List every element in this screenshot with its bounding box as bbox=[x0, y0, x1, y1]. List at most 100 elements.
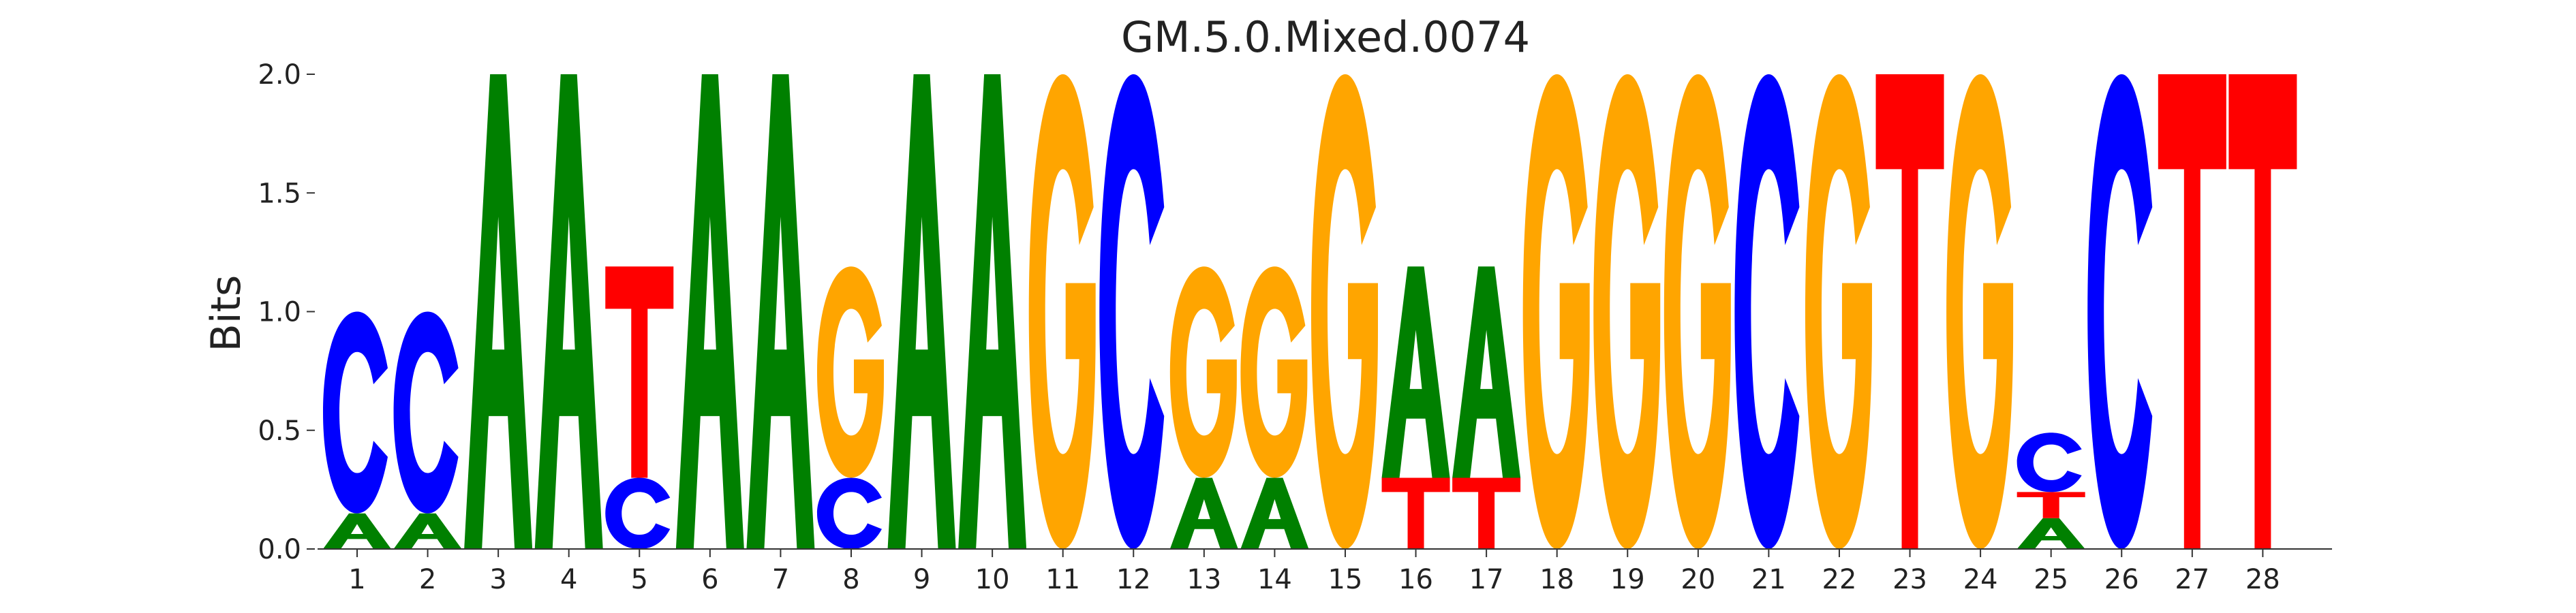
y-axis-label: Bits bbox=[202, 275, 250, 352]
logo-column bbox=[1946, 74, 2014, 549]
letter-t bbox=[1381, 477, 1450, 549]
letter-a bbox=[464, 74, 533, 549]
letter-g bbox=[1028, 74, 1096, 549]
letter-t bbox=[1452, 477, 1521, 549]
x-tick-label: 18 bbox=[1539, 564, 1574, 595]
letter-c bbox=[1734, 74, 1800, 549]
letter-a bbox=[1381, 266, 1450, 478]
logo-column bbox=[1734, 74, 1800, 549]
y-tick-label: 2.0 bbox=[258, 59, 301, 91]
x-tick-label: 19 bbox=[1610, 564, 1645, 595]
logo-column bbox=[2017, 433, 2085, 549]
letter-t bbox=[605, 266, 674, 478]
logo-column bbox=[958, 74, 1027, 549]
letter-glyph-g bbox=[1946, 74, 2014, 549]
letter-glyph-a bbox=[2017, 518, 2085, 549]
logo-column bbox=[1593, 74, 1661, 549]
x-tick-label: 1 bbox=[348, 564, 365, 595]
x-tick-label: 4 bbox=[560, 564, 577, 595]
letter-a bbox=[746, 74, 815, 549]
letter-a bbox=[958, 74, 1027, 549]
x-tick-label: 24 bbox=[1963, 564, 1998, 595]
letter-glyph-g bbox=[1028, 74, 1096, 549]
letter-g bbox=[816, 266, 884, 478]
letter-glyph-a bbox=[958, 74, 1027, 549]
letter-a bbox=[887, 74, 956, 549]
letter-c bbox=[393, 311, 459, 514]
y-tick-label: 1.0 bbox=[258, 297, 301, 328]
logo-column bbox=[2228, 74, 2297, 549]
letter-a bbox=[393, 513, 462, 549]
letter-glyph-g bbox=[1593, 74, 1661, 549]
letter-glyph-t bbox=[605, 266, 674, 478]
logo-column bbox=[1310, 74, 1378, 549]
x-tick-label: 14 bbox=[1257, 564, 1292, 595]
x-tick-label: 11 bbox=[1045, 564, 1080, 595]
letter-a bbox=[1240, 477, 1309, 549]
letter-glyph-c bbox=[323, 311, 388, 514]
logo-column bbox=[2158, 74, 2226, 549]
x-tick-label: 27 bbox=[2175, 564, 2209, 595]
letter-glyph-t bbox=[1381, 477, 1450, 549]
x-tick-label: 16 bbox=[1398, 564, 1433, 595]
logo-column bbox=[464, 74, 533, 549]
letter-t bbox=[1875, 74, 1944, 549]
letter-glyph-c bbox=[2087, 74, 2153, 549]
x-tick-label: 28 bbox=[2245, 564, 2280, 595]
x-tick-label: 8 bbox=[842, 564, 859, 595]
letter-t bbox=[2158, 74, 2226, 549]
letter-glyph-c bbox=[1734, 74, 1800, 549]
letter-glyph-a bbox=[675, 74, 744, 549]
letter-glyph-t bbox=[2158, 74, 2226, 549]
letter-glyph-t bbox=[1452, 477, 1521, 549]
letter-glyph-g bbox=[816, 266, 884, 478]
logo-column bbox=[1028, 74, 1096, 549]
letter-g bbox=[1946, 74, 2014, 549]
letter-a bbox=[2017, 518, 2085, 549]
logo-column bbox=[2087, 74, 2153, 549]
letter-g bbox=[1240, 266, 1308, 478]
letter-glyph-c bbox=[1099, 74, 1165, 549]
letter-glyph-a bbox=[393, 513, 462, 549]
letter-glyph-t bbox=[1875, 74, 1944, 549]
y-axis: 0.0 0.5 1.0 1.5 2.0 bbox=[258, 59, 315, 565]
letter-a bbox=[675, 74, 744, 549]
letter-glyph-c bbox=[605, 477, 671, 549]
letter-a bbox=[534, 74, 603, 549]
letter-glyph-a bbox=[1240, 477, 1309, 549]
x-tick-label: 5 bbox=[631, 564, 648, 595]
logo-column bbox=[746, 74, 815, 549]
letter-g bbox=[1663, 74, 1731, 549]
letter-a bbox=[1452, 266, 1521, 478]
x-tick-label: 12 bbox=[1116, 564, 1151, 595]
x-tick-label: 7 bbox=[772, 564, 789, 595]
letter-glyph-a bbox=[1381, 266, 1450, 478]
x-tick-label: 13 bbox=[1186, 564, 1221, 595]
letter-g bbox=[1805, 74, 1872, 549]
letter-glyph-t bbox=[2017, 492, 2085, 518]
letter-g bbox=[1522, 74, 1590, 549]
letter-t bbox=[2017, 492, 2085, 518]
letter-glyph-a bbox=[464, 74, 533, 549]
x-tick-label: 22 bbox=[1822, 564, 1857, 595]
y-tick-label: 0.5 bbox=[258, 415, 301, 447]
letter-a bbox=[1169, 477, 1238, 549]
x-tick-label: 21 bbox=[1751, 564, 1786, 595]
logo-column bbox=[887, 74, 956, 549]
logo-column bbox=[323, 311, 391, 549]
x-tick-label: 9 bbox=[913, 564, 930, 595]
letter-glyph-c bbox=[816, 477, 882, 549]
logo-column bbox=[1099, 74, 1165, 549]
letter-g bbox=[1169, 266, 1237, 478]
logo-column bbox=[816, 266, 884, 549]
letter-glyph-a bbox=[323, 513, 391, 549]
x-tick-label: 3 bbox=[489, 564, 506, 595]
letter-c bbox=[323, 311, 388, 514]
letter-c bbox=[816, 477, 882, 549]
letter-c bbox=[1099, 74, 1165, 549]
logo-column bbox=[1169, 266, 1238, 549]
logo-column bbox=[534, 74, 603, 549]
letter-a bbox=[323, 513, 391, 549]
letter-c bbox=[605, 477, 671, 549]
